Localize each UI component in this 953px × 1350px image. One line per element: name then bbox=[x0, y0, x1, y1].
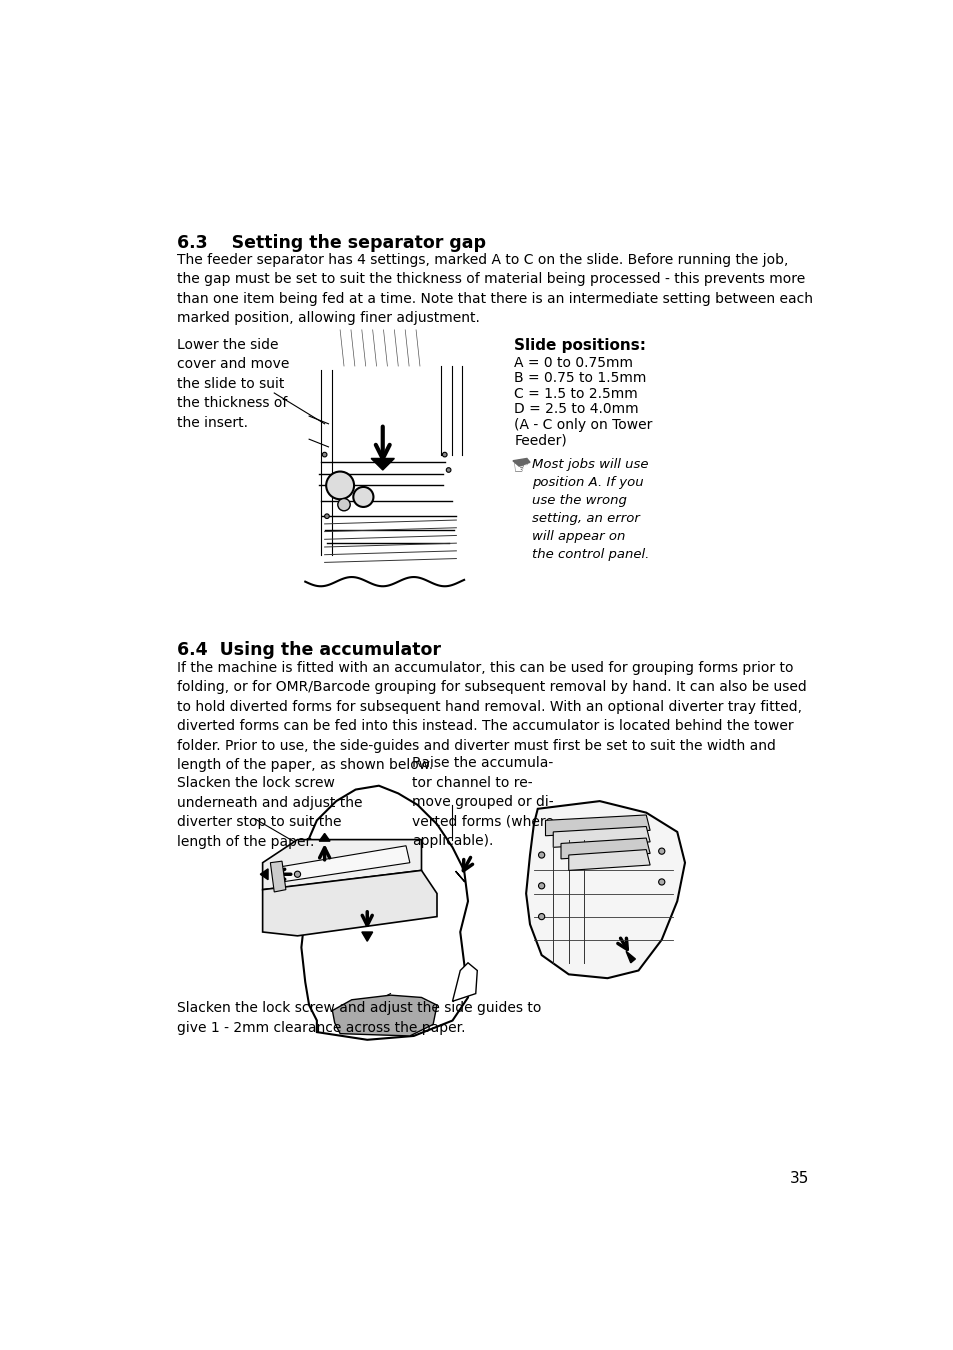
Polygon shape bbox=[553, 826, 649, 848]
Text: A = 0 to 0.75mm: A = 0 to 0.75mm bbox=[514, 356, 633, 370]
Polygon shape bbox=[361, 931, 373, 941]
Circle shape bbox=[658, 848, 664, 855]
Circle shape bbox=[353, 487, 373, 508]
Text: If the machine is fitted with an accumulator, this can be used for grouping form: If the machine is fitted with an accumul… bbox=[177, 662, 806, 772]
Circle shape bbox=[442, 452, 447, 456]
Circle shape bbox=[294, 871, 300, 878]
Polygon shape bbox=[545, 815, 649, 836]
Text: Slacken the lock screw
underneath and adjust the
diverter stop to suit the
lengt: Slacken the lock screw underneath and ad… bbox=[177, 776, 362, 849]
Polygon shape bbox=[332, 995, 436, 1035]
Circle shape bbox=[658, 879, 664, 886]
Text: Slacken the lock screw and adjust the side guides to
give 1 - 2mm clearance acro: Slacken the lock screw and adjust the si… bbox=[177, 1002, 541, 1035]
Polygon shape bbox=[319, 833, 330, 841]
Text: C = 1.5 to 2.5mm: C = 1.5 to 2.5mm bbox=[514, 387, 638, 401]
Text: Lower the side
cover and move
the slide to suit
the thickness of
the insert.: Lower the side cover and move the slide … bbox=[177, 338, 290, 429]
Polygon shape bbox=[262, 840, 421, 890]
Text: 6.3    Setting the separator gap: 6.3 Setting the separator gap bbox=[177, 234, 486, 251]
Polygon shape bbox=[262, 871, 436, 936]
Circle shape bbox=[324, 514, 329, 518]
Circle shape bbox=[537, 883, 544, 888]
Text: ☞: ☞ bbox=[513, 459, 529, 477]
Text: (A - C only on Tower: (A - C only on Tower bbox=[514, 417, 652, 432]
Text: 6.4  Using the accumulator: 6.4 Using the accumulator bbox=[177, 641, 441, 659]
Text: 35: 35 bbox=[789, 1170, 808, 1185]
Polygon shape bbox=[625, 952, 635, 963]
Circle shape bbox=[537, 914, 544, 919]
Polygon shape bbox=[560, 838, 649, 859]
Polygon shape bbox=[525, 801, 684, 979]
Text: Feeder): Feeder) bbox=[514, 433, 567, 447]
Text: Most jobs will use
position A. If you
use the wrong
setting, an error
will appea: Most jobs will use position A. If you us… bbox=[532, 459, 649, 562]
Circle shape bbox=[322, 452, 327, 456]
Text: Slide positions:: Slide positions: bbox=[514, 338, 646, 352]
Polygon shape bbox=[513, 459, 530, 466]
Polygon shape bbox=[270, 861, 286, 892]
Text: B = 0.75 to 1.5mm: B = 0.75 to 1.5mm bbox=[514, 371, 646, 386]
Polygon shape bbox=[371, 459, 394, 470]
Polygon shape bbox=[282, 845, 410, 882]
Polygon shape bbox=[301, 786, 468, 1040]
Circle shape bbox=[337, 498, 350, 510]
Circle shape bbox=[446, 467, 451, 472]
Circle shape bbox=[537, 852, 544, 859]
Polygon shape bbox=[568, 849, 649, 871]
Polygon shape bbox=[456, 871, 464, 882]
Text: D = 2.5 to 4.0mm: D = 2.5 to 4.0mm bbox=[514, 402, 639, 416]
Circle shape bbox=[326, 471, 354, 500]
Text: The feeder separator has 4 settings, marked A to C on the slide. Before running : The feeder separator has 4 settings, mar… bbox=[177, 252, 813, 325]
Polygon shape bbox=[260, 869, 268, 880]
Text: Raise the accumula-
tor channel to re-
move grouped or di-
verted forms (where
a: Raise the accumula- tor channel to re- m… bbox=[412, 756, 554, 848]
Polygon shape bbox=[452, 963, 476, 1002]
